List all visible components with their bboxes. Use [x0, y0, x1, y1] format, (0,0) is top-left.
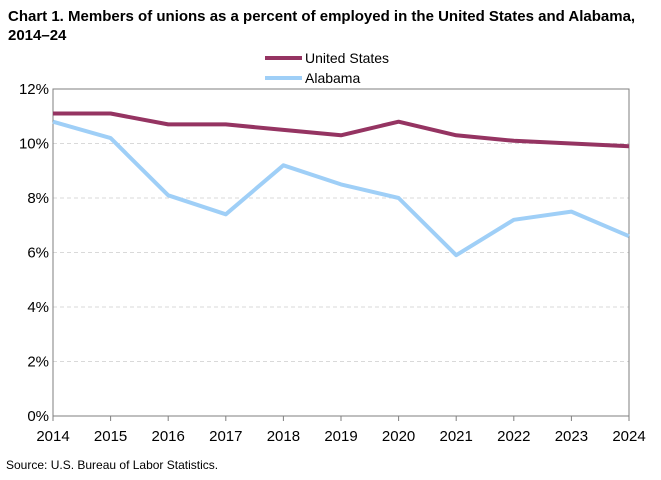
y-tick-label: 8%	[27, 190, 49, 207]
x-tick-label: 2023	[555, 428, 588, 445]
series-line-united-states	[53, 111, 630, 149]
legend: United States Alabama	[265, 50, 389, 86]
legend-label: Alabama	[305, 70, 360, 86]
y-tick-label: 4%	[27, 299, 49, 316]
x-tick-label: 2017	[209, 428, 242, 445]
y-tick-label: 6%	[27, 245, 49, 262]
x-tick-label: 2020	[382, 428, 415, 445]
y-tick-label: 2%	[27, 354, 49, 371]
legend-label: United States	[305, 50, 389, 66]
gridlines	[53, 143, 629, 362]
chart-title: Chart 1. Members of unions as a percent …	[8, 8, 636, 44]
x-tick-label: 2019	[324, 428, 357, 445]
x-tick-label: 2015	[94, 428, 127, 445]
x-tick-label: 2018	[267, 428, 300, 445]
source-note: Source: U.S. Bureau of Labor Statistics.	[6, 458, 219, 472]
x-axis-labels: 2014 2015 2016 2017 2018 2019 2020 2021 2022 2023…	[36, 416, 646, 445]
x-tick-label: 2024	[612, 428, 645, 445]
x-tick-label: 2014	[36, 428, 69, 445]
y-tick-label: 0%	[27, 408, 49, 425]
y-axis-labels: 0% 2% 4% 6% 8% 10% 12%	[19, 81, 49, 425]
x-tick-label: 2021	[440, 428, 473, 445]
x-tick-label: 2016	[152, 428, 185, 445]
series-line-alabama	[52, 119, 630, 258]
y-tick-label: 12%	[19, 81, 49, 98]
y-tick-label: 10%	[19, 136, 49, 153]
series-lines	[52, 111, 630, 258]
x-tick-label: 2022	[497, 428, 530, 445]
